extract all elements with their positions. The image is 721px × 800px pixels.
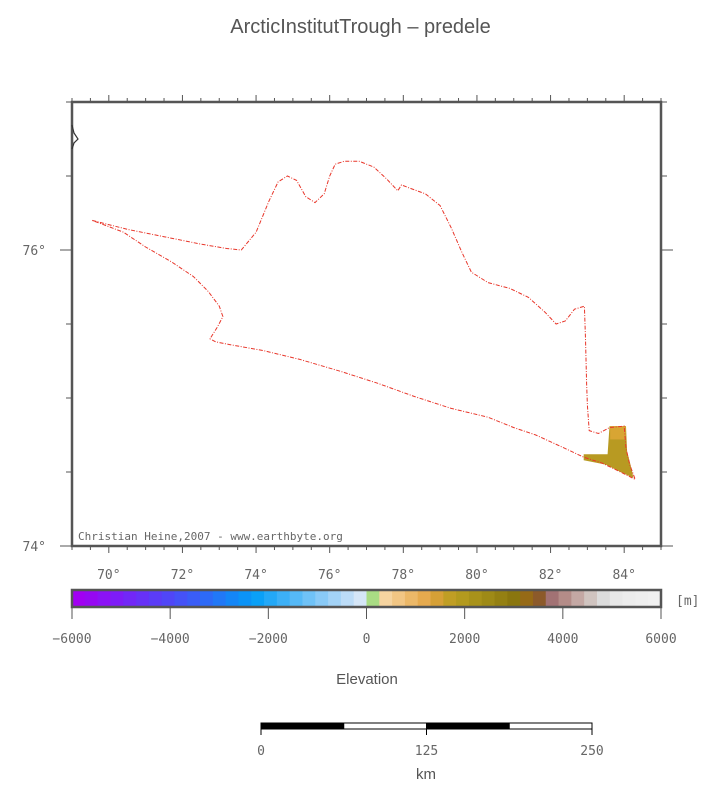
latitude-label: 74°: [23, 540, 46, 555]
longitude-label: 70°: [97, 568, 120, 583]
scale-bar-segment: [426, 722, 510, 730]
colorbar-swatch: [225, 590, 239, 607]
scale-bar-labels: 0 125 250: [257, 744, 604, 759]
colorbar-swatch: [110, 590, 124, 607]
colorbar-swatch: [289, 590, 303, 607]
colorbar-swatch: [648, 590, 662, 607]
colorbar-swatch: [148, 590, 163, 607]
colorbar-swatch: [481, 590, 496, 607]
longitude-label: 72°: [171, 568, 194, 583]
colorbar-swatch: [545, 590, 560, 607]
colorbar-tick-label: −6000: [52, 632, 91, 647]
scale-bar-label: 0: [257, 744, 265, 759]
elevation-patch-high: [610, 426, 626, 440]
colorbar-swatch: [136, 590, 150, 607]
colorbar-swatch: [609, 590, 624, 607]
colorbar-swatch: [161, 590, 175, 607]
colorbar-swatch: [468, 590, 483, 607]
colorbar-swatch: [340, 590, 355, 607]
colorbar-swatch: [635, 590, 649, 607]
colorbar-swatch: [264, 590, 278, 607]
colorbar-swatch: [174, 590, 188, 607]
colorbar-swatch: [443, 590, 457, 607]
colorbar-swatch: [328, 590, 342, 607]
colorbar-swatch: [72, 590, 86, 607]
colorbar-tick-label: −4000: [151, 632, 190, 647]
colorbar-swatch: [494, 590, 508, 607]
map-content: [71, 124, 637, 481]
colorbar-swatch: [379, 590, 393, 607]
colorbar-swatch: [404, 590, 419, 607]
colorbar-swatch: [622, 590, 636, 607]
longitude-labels: 70° 72° 74° 76° 78° 80° 82° 84°: [97, 568, 636, 583]
colorbar-swatch: [302, 590, 316, 607]
latitude-labels: 74° 76°: [23, 244, 46, 555]
colorbar-swatch: [97, 590, 111, 607]
colorbar-unit-label: [m]: [676, 594, 699, 609]
colorbar-swatch: [84, 590, 99, 607]
latitude-label: 76°: [23, 244, 46, 259]
colorbar-swatch: [417, 590, 432, 607]
map-border: [70, 100, 663, 548]
colorbar-swatch: [558, 590, 572, 607]
colorbar-swatch: [366, 590, 380, 607]
map-title: ArcticInstitutTrough – predele: [230, 16, 491, 38]
colorbar-tick-label: 0: [363, 632, 371, 647]
scale-bar-label: 125: [415, 744, 438, 759]
region-outline: [92, 160, 637, 481]
colorbar-tick-labels: −6000 −4000 −2000 0 2000 4000 6000: [52, 632, 676, 647]
colorbar-swatch: [276, 590, 291, 607]
colorbar-swatch: [456, 590, 470, 607]
colorbar-tick-label: 4000: [547, 632, 578, 647]
elevation-colorbar: [70, 588, 663, 619]
colorbar-swatch: [430, 590, 444, 607]
scale-bar: [260, 722, 593, 735]
scale-bar-segment: [508, 722, 593, 730]
colorbar-swatch: [212, 590, 227, 607]
colorbar-swatch: [251, 590, 265, 607]
colorbar-swatch: [584, 590, 598, 607]
longitude-label: 78°: [392, 568, 415, 583]
longitude-label: 80°: [465, 568, 488, 583]
colorbar-swatch: [238, 590, 252, 607]
map-frame: [70, 100, 663, 548]
longitude-label: 76°: [318, 568, 341, 583]
map-credit: Christian Heine,2007 - www.earthbyte.org: [78, 530, 343, 543]
coastline-fragment: [71, 124, 79, 150]
colorbar-swatch: [392, 590, 406, 607]
scale-bar-unit: km: [416, 766, 436, 783]
colorbar-swatch: [571, 590, 585, 607]
colorbar-swatch: [532, 590, 547, 607]
colorbar-swatch: [353, 590, 367, 607]
colorbar-tick-label: 6000: [645, 632, 676, 647]
colorbar-swatch: [596, 590, 611, 607]
scale-bar-segment: [260, 722, 345, 730]
longitude-label: 84°: [612, 568, 635, 583]
longitude-label: 82°: [539, 568, 562, 583]
scale-bar-segment: [343, 722, 427, 730]
colorbar-swatch: [507, 590, 521, 607]
colorbar-title: Elevation: [336, 671, 398, 688]
colorbar-swatch: [187, 590, 201, 607]
colorbar-swatch: [520, 590, 534, 607]
colorbar-tick-label: 2000: [449, 632, 480, 647]
scale-bar-label: 250: [580, 744, 603, 759]
colorbar-tick-label: −2000: [249, 632, 288, 647]
longitude-label: 74°: [244, 568, 267, 583]
map-ticks: [60, 95, 673, 553]
colorbar-swatch: [315, 590, 329, 607]
colorbar-swatch: [123, 590, 137, 607]
colorbar-swatch: [200, 590, 214, 607]
